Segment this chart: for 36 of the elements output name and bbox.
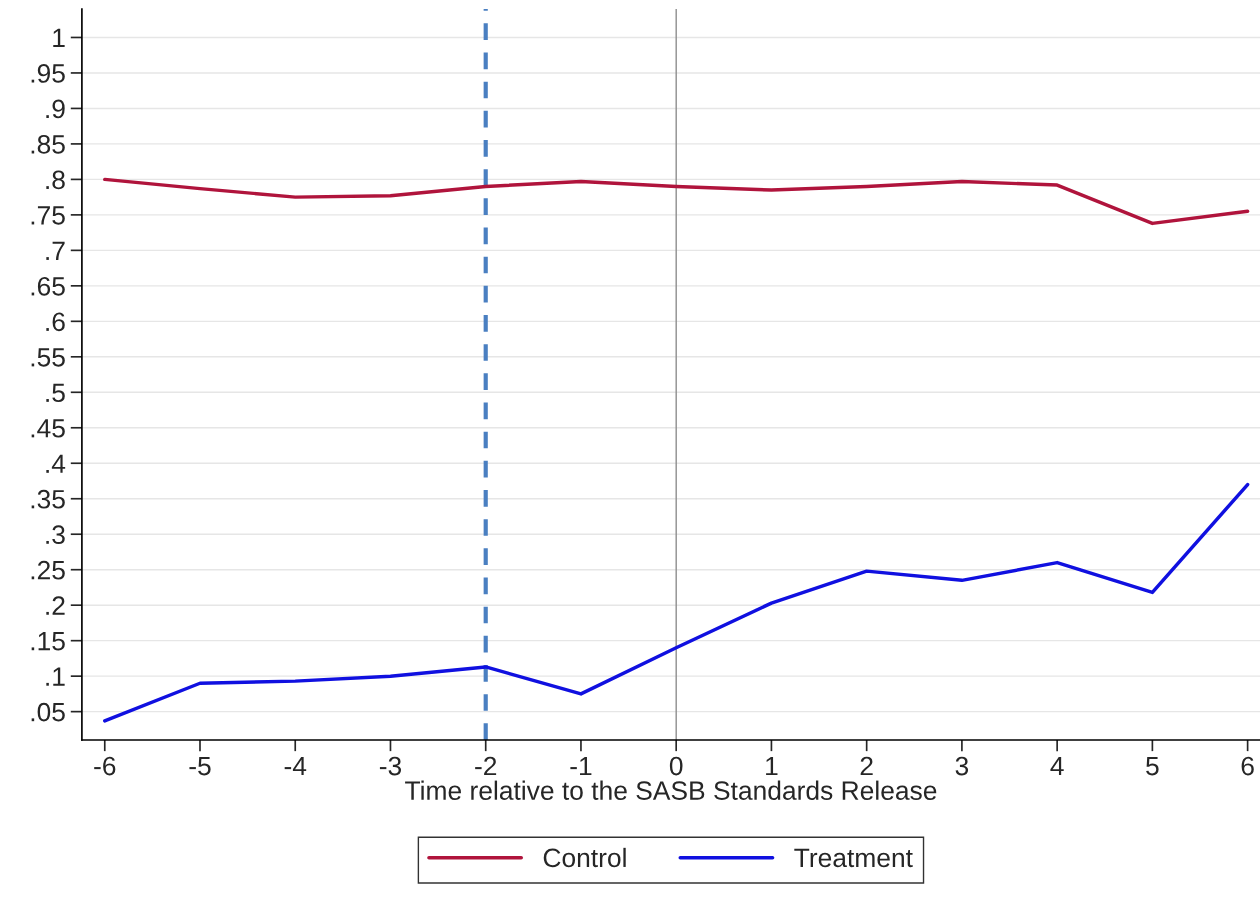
x-tick-label: -2 — [475, 756, 497, 776]
y-tick-label: .8 — [46, 170, 65, 190]
y-tick-label: .9 — [46, 99, 65, 119]
x-tick-label: 2 — [860, 756, 873, 776]
y-tick-label: .55 — [31, 348, 65, 367]
x-tick-label: 6 — [1241, 756, 1254, 776]
y-tick-label: .1 — [46, 667, 65, 686]
x-tick-label: 0 — [669, 756, 683, 776]
y-tick-label: .65 — [31, 276, 65, 296]
x-tick-label: -3 — [379, 756, 402, 776]
x-tick-label: -4 — [284, 756, 307, 776]
y-tick-label: .15 — [31, 632, 65, 651]
y-tick-label: .95 — [31, 64, 65, 83]
y-tick-label: .25 — [31, 560, 65, 580]
y-tick-label: .2 — [46, 596, 65, 615]
x-tick-label: -1 — [570, 756, 592, 776]
y-tick-label: .05 — [31, 702, 65, 722]
y-tick-label: 1 — [53, 28, 65, 48]
x-tick-label: -5 — [189, 756, 211, 776]
y-tick-label: .5 — [46, 383, 65, 403]
y-tick-label: .35 — [31, 489, 65, 509]
y-tick-label: .45 — [31, 419, 65, 438]
x-tick-label: 4 — [1050, 756, 1064, 776]
y-tick-label: .4 — [46, 454, 66, 473]
x-axis-title: Time relative to the SASB Standards Release — [405, 780, 937, 800]
x-tick-label: -6 — [94, 756, 116, 776]
y-tick-label: .75 — [31, 206, 65, 225]
x-tick-label: 5 — [1146, 756, 1159, 776]
x-tick-label: 3 — [955, 756, 969, 776]
y-tick-label: .7 — [46, 241, 65, 260]
legend-label: Treatment — [794, 848, 913, 868]
y-tick-label: .6 — [46, 312, 65, 332]
legend-label: Control — [543, 847, 626, 868]
y-tick-label: .3 — [46, 525, 65, 545]
y-tick-label: .85 — [31, 135, 65, 154]
x-tick-label: 1 — [766, 756, 778, 776]
